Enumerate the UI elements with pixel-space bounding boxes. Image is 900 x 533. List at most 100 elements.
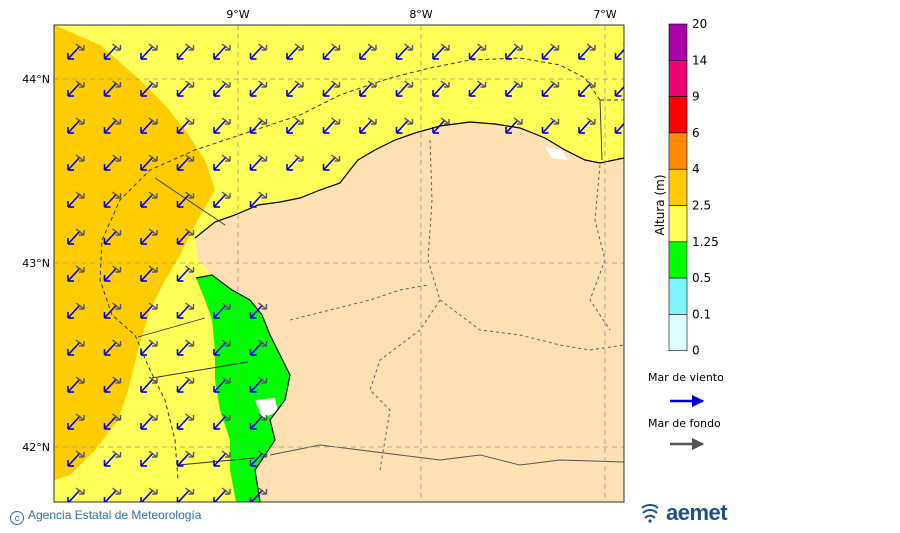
wind-sea-arrow-mark — [103, 378, 118, 393]
wind-sea-arrow-mark — [541, 119, 556, 134]
swell-arrow-mark — [623, 43, 624, 46]
wind-sea-arrow-mark — [213, 489, 227, 502]
wind-sea-arrow-mark — [67, 193, 81, 208]
wind-sea-arrow-mark — [176, 415, 191, 430]
wind-sea-arrow-mark — [359, 82, 373, 97]
wind-sea-arrow-mark — [249, 452, 264, 467]
swell-arrow-mark — [440, 117, 450, 125]
high-wave-zone — [54, 25, 215, 480]
zone-divider — [154, 177, 226, 226]
swell-arrow-mark — [550, 43, 559, 51]
swell-arrow-mark — [112, 43, 121, 51]
wind-sea-arrow-mark — [322, 45, 337, 60]
swell-arrow-mark — [404, 43, 413, 51]
swell-arrow-mark — [258, 302, 267, 310]
swell-arrow-mark — [185, 265, 194, 273]
wind-sea-arrow-mark — [67, 304, 81, 319]
colorbar-segment — [668, 59, 688, 97]
colorbar-segment — [668, 241, 688, 279]
wind-sea-arrow-mark — [468, 82, 483, 97]
wind-sea-arrow-mark — [359, 45, 373, 60]
lat-tick-label: 43°N — [22, 257, 50, 270]
swell-arrow-mark — [185, 80, 194, 88]
lon-tick-label: 7°W — [593, 8, 616, 21]
swell-arrow-mark — [221, 376, 231, 384]
swell-arrow-mark — [148, 43, 158, 51]
swell-arrow-mark — [112, 117, 121, 125]
swell-arrow-mark — [75, 450, 85, 458]
coastline — [194, 121, 624, 239]
swell-arrow-mark — [586, 43, 596, 51]
wind-sea-arrow-mark — [286, 156, 300, 171]
wind-sea-arrow-mark — [140, 156, 154, 171]
swell-arrow-mark — [258, 413, 267, 421]
swell-arrow-mark — [294, 43, 304, 51]
wind-sea-arrow-mark — [505, 119, 519, 134]
lat-tick-label: 42°N — [22, 441, 50, 454]
swell-arrow-mark — [258, 80, 267, 88]
wind-sea-arrow-mark — [103, 230, 118, 245]
forecast-zone-outline — [99, 57, 601, 481]
swell-arrow-mark — [513, 43, 523, 51]
swell-arrow-mark — [185, 117, 194, 125]
wind-sea-arrow-mark — [249, 378, 264, 393]
wind-sea-arrow-mark — [176, 193, 191, 208]
swell-arrow-mark — [258, 487, 267, 495]
swell-arrow-mark — [185, 191, 194, 199]
swell-arrow-mark — [586, 80, 596, 88]
zone-divider — [177, 457, 256, 466]
wind-sea-arrow-mark — [176, 378, 191, 393]
wind-sea-arrow-mark — [395, 45, 410, 60]
wind-sea-arrow-mark — [67, 156, 81, 171]
swell-arrow-mark — [221, 191, 231, 199]
wind-sea-arrow-mark — [432, 82, 446, 97]
colorbar-segment — [668, 205, 688, 243]
swell-arrow-mark — [148, 376, 158, 384]
lon-tick-label: 8°W — [409, 8, 432, 21]
lat-tick-label: 44°N — [22, 73, 50, 86]
wind-sea-arrow-mark — [249, 119, 264, 134]
swell-arrow-mark — [586, 117, 596, 125]
wind-sea-arrow-mark — [578, 119, 592, 134]
wind-sea-arrow-mark — [249, 193, 264, 208]
swell-arrow-mark — [112, 191, 121, 199]
swell-arrow-mark — [331, 117, 340, 125]
wind-sea-arrow-mark — [67, 230, 81, 245]
wind-sea-arrow-mark — [103, 341, 118, 356]
wind-sea-arrow-mark — [249, 304, 264, 319]
wind-sea-arrow-mark — [140, 193, 154, 208]
wind-sea-arrow-mark — [103, 267, 118, 282]
swell-arrow-mark — [148, 80, 158, 88]
swell-arrow-mark — [221, 80, 231, 88]
swell-arrow-mark — [404, 117, 413, 125]
swell-arrow-mark — [221, 413, 231, 421]
swell-arrow-mark — [404, 80, 413, 88]
swell-arrow-mark — [75, 80, 85, 88]
swell-arrow-mark — [148, 413, 158, 421]
wind-sea-arrow-mark — [67, 489, 81, 502]
wind-sea-arrow-mark — [249, 341, 264, 356]
wind-sea-arrow-mark — [67, 341, 81, 356]
coastal-gap — [545, 147, 568, 160]
credit-label: Agencia Estatal de Meteorología — [28, 508, 202, 522]
swell-arrow-mark — [112, 265, 121, 273]
wind-sea-arrow-mark — [505, 45, 519, 60]
wind-sea-arrow-mark — [176, 267, 191, 282]
swell-arrow-mark — [367, 80, 377, 88]
swell-arrow-mark — [112, 339, 121, 347]
swell-arrow-mark — [75, 302, 85, 310]
swell-arrow-mark — [185, 376, 194, 384]
wind-sea-arrow-mark — [103, 45, 118, 60]
wind-sea-arrow-mark — [67, 267, 81, 282]
swell-arrow-mark — [550, 117, 559, 125]
wind-sea-arrow-mark — [140, 489, 154, 502]
swell-label: Mar de fondo — [648, 417, 721, 430]
wind-sea-arrow-mark — [322, 82, 337, 97]
wind-sea-arrow-mark — [432, 119, 446, 134]
wind-sea-arrow-mark — [286, 119, 300, 134]
swell-arrow-mark — [148, 117, 158, 125]
swell-arrow-mark — [185, 228, 194, 236]
colorbar-tick-label: 2.5 — [692, 199, 711, 213]
colorbar-segment — [668, 168, 688, 206]
swell-arrow-mark — [75, 191, 85, 199]
